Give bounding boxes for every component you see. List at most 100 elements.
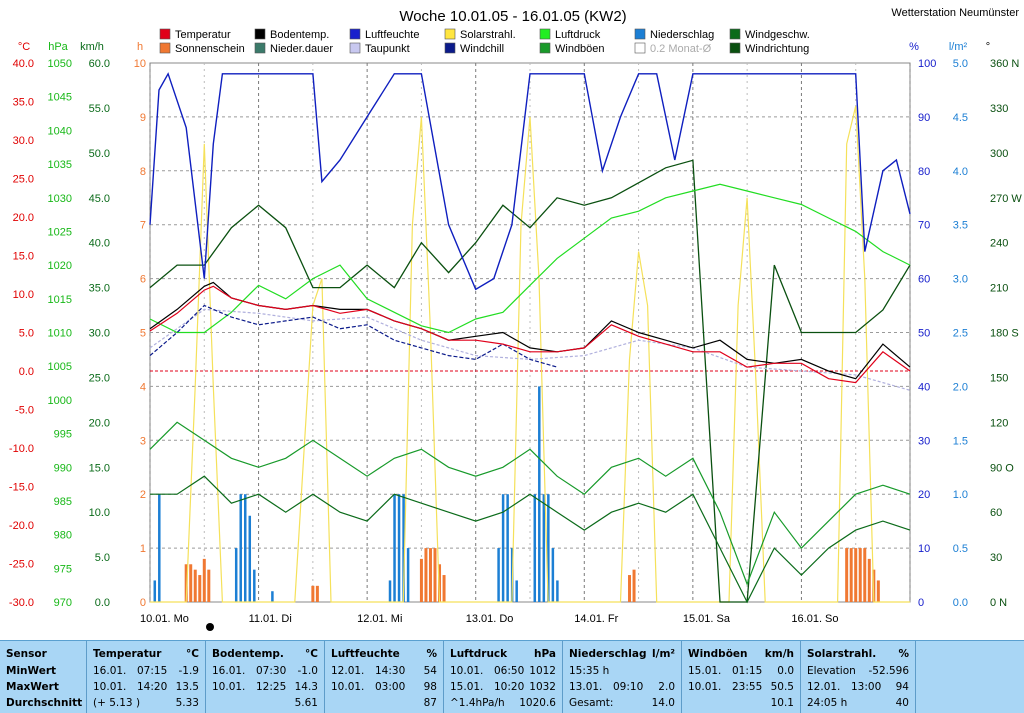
stats-header-label: Windböen [688, 648, 748, 660]
day-label: 14.01. Fr [574, 613, 618, 625]
sunshine-bar [419, 558, 423, 602]
stats-row: Elevation -52.596 [807, 663, 915, 679]
legend-item: Sonnenschein [159, 42, 245, 55]
legend-item: Bodentemp. [254, 28, 329, 41]
pressure-axis-tick: 985 [54, 496, 72, 508]
stats-cell-time: 07:30 [256, 665, 287, 677]
temp-axis-tick: 0.0 [19, 366, 34, 378]
wind-axis-tick: 20.0 [89, 417, 110, 429]
precipitation-bar [497, 548, 500, 602]
stats-cell-value: -52.596 [868, 665, 909, 677]
day-label: 10.01. Mo [140, 613, 189, 625]
stats-row: 13.01. 09:10 2.0 [569, 679, 681, 695]
precipitation-bar [253, 569, 256, 602]
precipitation-bar [556, 580, 559, 602]
windchill-line [149, 304, 558, 368]
weather-chart: 40.035.030.025.020.015.010.05.00.0-5.0-1… [9, 7, 1022, 631]
stats-column: Windböen km/h 15.01. 01:15 0.0 10.01. 23:55 50.… [682, 641, 801, 713]
temp-axis-tick: -5.0 [15, 405, 34, 417]
humidity-axis-tick: 50 [918, 328, 930, 340]
sunshine-bar [628, 575, 632, 602]
legend-swatch [634, 42, 646, 54]
wind-axis-tick: 25.0 [89, 372, 110, 384]
temp-axis-tick: -10.0 [9, 443, 34, 455]
direction-axis-tick: 150 [990, 372, 1008, 384]
stats-cell-date: 10.01. [331, 681, 365, 693]
stats-column: Bodentemp. °C 16.01. 07:30 -1.0 10.01. 12:25 14… [206, 641, 325, 713]
legend-swatch [729, 42, 741, 54]
day-label: 11.01. Di [249, 613, 292, 625]
stats-cell-date: 16.01. [212, 665, 246, 677]
humidity-axis-tick: 30 [918, 435, 930, 447]
sunshine-bar [858, 548, 862, 602]
stats-cell-date: ^1.4hPa/h [450, 697, 505, 709]
stats-column: Sensor MinWert MaxWert Durchschnitt [0, 641, 87, 713]
precipitation-bar [397, 494, 401, 602]
stats-row: ^1.4hPa/h 1020.6 [450, 695, 562, 711]
stats-cell-value: 87 [423, 697, 437, 709]
legend-item: 0.2 Monat-Ø [634, 42, 712, 55]
stats-row: 10.01. 12:25 14.3 [212, 679, 324, 695]
stats-cell-time: 23:55 [732, 681, 763, 693]
precip-axis-tick: 0.0 [953, 597, 968, 609]
stats-cell-time: 09:10 [613, 681, 644, 693]
stats-column: Luftdruck hPa 10.01. 06:50 1012 15.01. 10:20 10… [444, 641, 563, 713]
stats-header: Niederschlag l/m² [569, 641, 681, 663]
chart-lines [149, 72, 911, 604]
precipitation-bar [551, 548, 555, 602]
pressure-axis-tick: 990 [54, 462, 72, 474]
direction-axis-tick: 300 [990, 148, 1008, 160]
stats-row: MinWert [6, 663, 86, 679]
wind-direction-line [149, 159, 911, 603]
precipitation-bar [271, 591, 274, 602]
stats-row: (+ 5.13 ) 5.33 [93, 695, 205, 711]
pressure-axis-tick: 1040 [48, 125, 72, 137]
legend-swatch [254, 42, 266, 54]
stats-cell-date: Durchschnitt [6, 697, 83, 709]
humidity-axis-tick: 10 [918, 543, 930, 555]
stats-header-label: Sensor [6, 648, 47, 660]
temp-axis-tick: 30.0 [13, 135, 34, 147]
legend-label: Windrichtung [745, 43, 809, 55]
stats-panel: Sensor MinWert MaxWert Durchschnitt Temperat… [0, 640, 1024, 713]
pressure-axis-tick: 1035 [48, 159, 72, 171]
wind-axis-tick: 60.0 [89, 58, 110, 70]
humidity-axis-tick: 90 [918, 112, 930, 124]
legend-swatch [349, 42, 361, 54]
sunshine-bar [311, 585, 315, 602]
stats-header-label: Luftdruck [450, 648, 508, 660]
stats-header: Luftdruck hPa [450, 641, 562, 663]
direction-axis-unit: ° [986, 41, 990, 53]
temp-axis-tick: 5.0 [19, 328, 34, 340]
precip-axis-tick: 3.5 [953, 220, 968, 232]
stats-cell-value: 5.33 [175, 697, 199, 709]
wind-axis-tick: 0.0 [95, 597, 110, 609]
precip-axis-tick: 2.5 [953, 328, 968, 340]
hours-axis-tick: 3 [140, 435, 146, 447]
stats-cell-date: MinWert [6, 665, 57, 677]
stats-header-unit: hPa [534, 648, 556, 660]
precipitation-bar [542, 494, 546, 602]
pressure-axis-tick: 980 [54, 530, 72, 542]
stats-header: Sensor [6, 641, 86, 663]
stats-cell-date: 15.01. [688, 665, 722, 677]
stats-header-unit: °C [305, 648, 318, 660]
stats-cell-date: 15.01. [450, 681, 484, 693]
stats-cell-value: 1012 [529, 665, 556, 677]
stats-cell-time: 01:15 [732, 665, 763, 677]
wind-axis-tick: 10.0 [89, 507, 110, 519]
temp-axis-tick: 35.0 [13, 97, 34, 109]
sunshine-bar [207, 569, 211, 602]
wind-axis-tick: 30.0 [89, 328, 110, 340]
stats-row: 10.01. 06:50 1012 [450, 663, 562, 679]
precipitation-bar [239, 494, 242, 602]
solar-line [150, 105, 910, 603]
precipitation-bar [506, 494, 509, 602]
hours-axis-tick: 4 [140, 381, 146, 393]
hours-axis-tick: 10 [134, 58, 146, 70]
sunshine-bar [632, 569, 636, 602]
legend-item: Nieder.dauer [254, 42, 333, 55]
stats-cell-value: 5.61 [294, 697, 318, 709]
stats-cell-value: 10.1 [770, 697, 794, 709]
stats-row: 87 [331, 695, 443, 711]
